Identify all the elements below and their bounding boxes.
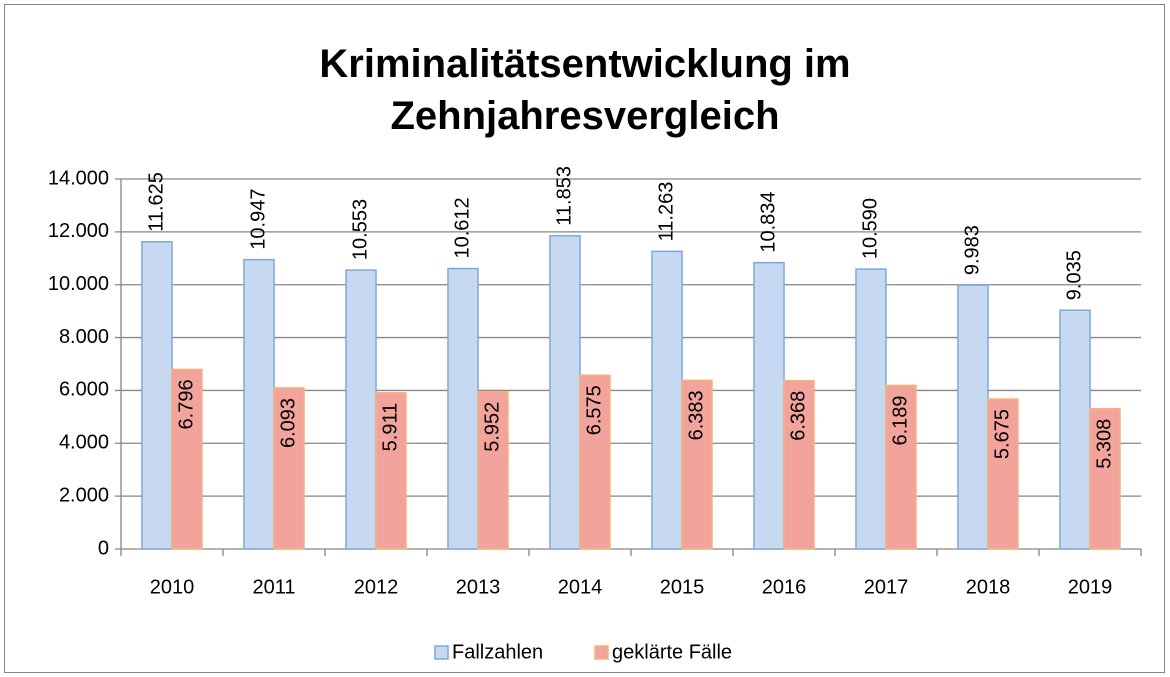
value-label: 10.834	[757, 192, 779, 253]
value-label: 11.263	[655, 182, 677, 242]
value-label: 9.035	[1063, 250, 1085, 300]
x-tick-label: 2011	[252, 576, 295, 598]
bar	[477, 390, 509, 550]
value-label: 10.590	[859, 198, 881, 259]
bar	[243, 258, 275, 550]
bar	[681, 379, 713, 550]
bar	[549, 234, 581, 550]
value-label: 10.612	[451, 197, 473, 258]
bar	[957, 284, 989, 550]
bar	[753, 261, 785, 550]
y-tick-label: 4.000	[59, 432, 109, 454]
y-tick-label: 14.000	[48, 167, 109, 189]
x-tick-label: 2019	[1068, 576, 1113, 598]
bar	[1089, 407, 1121, 550]
x-tick-label: 2013	[456, 576, 501, 598]
x-tick-label: 2016	[762, 576, 807, 598]
x-tick-label: 2010	[150, 576, 195, 598]
value-label: 5.308	[1093, 419, 1115, 469]
value-label: 9.983	[961, 225, 983, 275]
value-label: 10.947	[247, 189, 269, 250]
bar	[141, 241, 173, 550]
value-label: 5.952	[481, 402, 503, 452]
value-label: 6.383	[685, 390, 707, 440]
value-label: 6.189	[889, 395, 911, 445]
y-tick-label: 0	[98, 537, 109, 559]
y-tick-label: 8.000	[59, 326, 109, 348]
value-label: 6.796	[175, 379, 197, 429]
bar	[579, 374, 611, 550]
bar	[447, 267, 479, 550]
bar	[171, 368, 203, 550]
legend-label: Fallzahlen	[452, 641, 543, 663]
x-tick-label: 2018	[966, 576, 1011, 598]
bar	[273, 387, 305, 550]
legend-swatch	[434, 645, 449, 660]
value-label: 6.368	[787, 391, 809, 441]
bar	[885, 384, 917, 550]
legend-label: geklärte Fälle	[612, 641, 732, 663]
bar	[987, 398, 1019, 550]
value-label: 5.675	[991, 409, 1013, 459]
value-label: 10.553	[349, 199, 371, 260]
x-tick-label: 2012	[354, 576, 399, 598]
value-label: 5.911	[379, 403, 401, 452]
x-tick-label: 2017	[864, 576, 909, 598]
legend-swatch	[594, 645, 609, 660]
x-tick-label: 2015	[660, 576, 705, 598]
chart-title: Kriminalitätsentwicklung im Zehnjahresve…	[319, 42, 851, 138]
x-tick-label: 2014	[558, 576, 603, 598]
bar	[783, 379, 815, 550]
value-label: 11.853	[553, 166, 575, 226]
value-label: 6.575	[583, 385, 605, 435]
bar	[345, 269, 377, 550]
y-tick-label: 12.000	[48, 220, 109, 242]
bar	[375, 392, 407, 550]
y-tick-label: 6.000	[59, 379, 109, 401]
bar	[651, 250, 683, 550]
y-tick-label: 10.000	[48, 273, 109, 295]
bar	[855, 268, 887, 550]
bar	[1059, 309, 1091, 550]
value-label: 6.093	[277, 398, 299, 448]
y-tick-label: 2.000	[59, 484, 109, 506]
value-label: 11.625	[145, 172, 167, 232]
